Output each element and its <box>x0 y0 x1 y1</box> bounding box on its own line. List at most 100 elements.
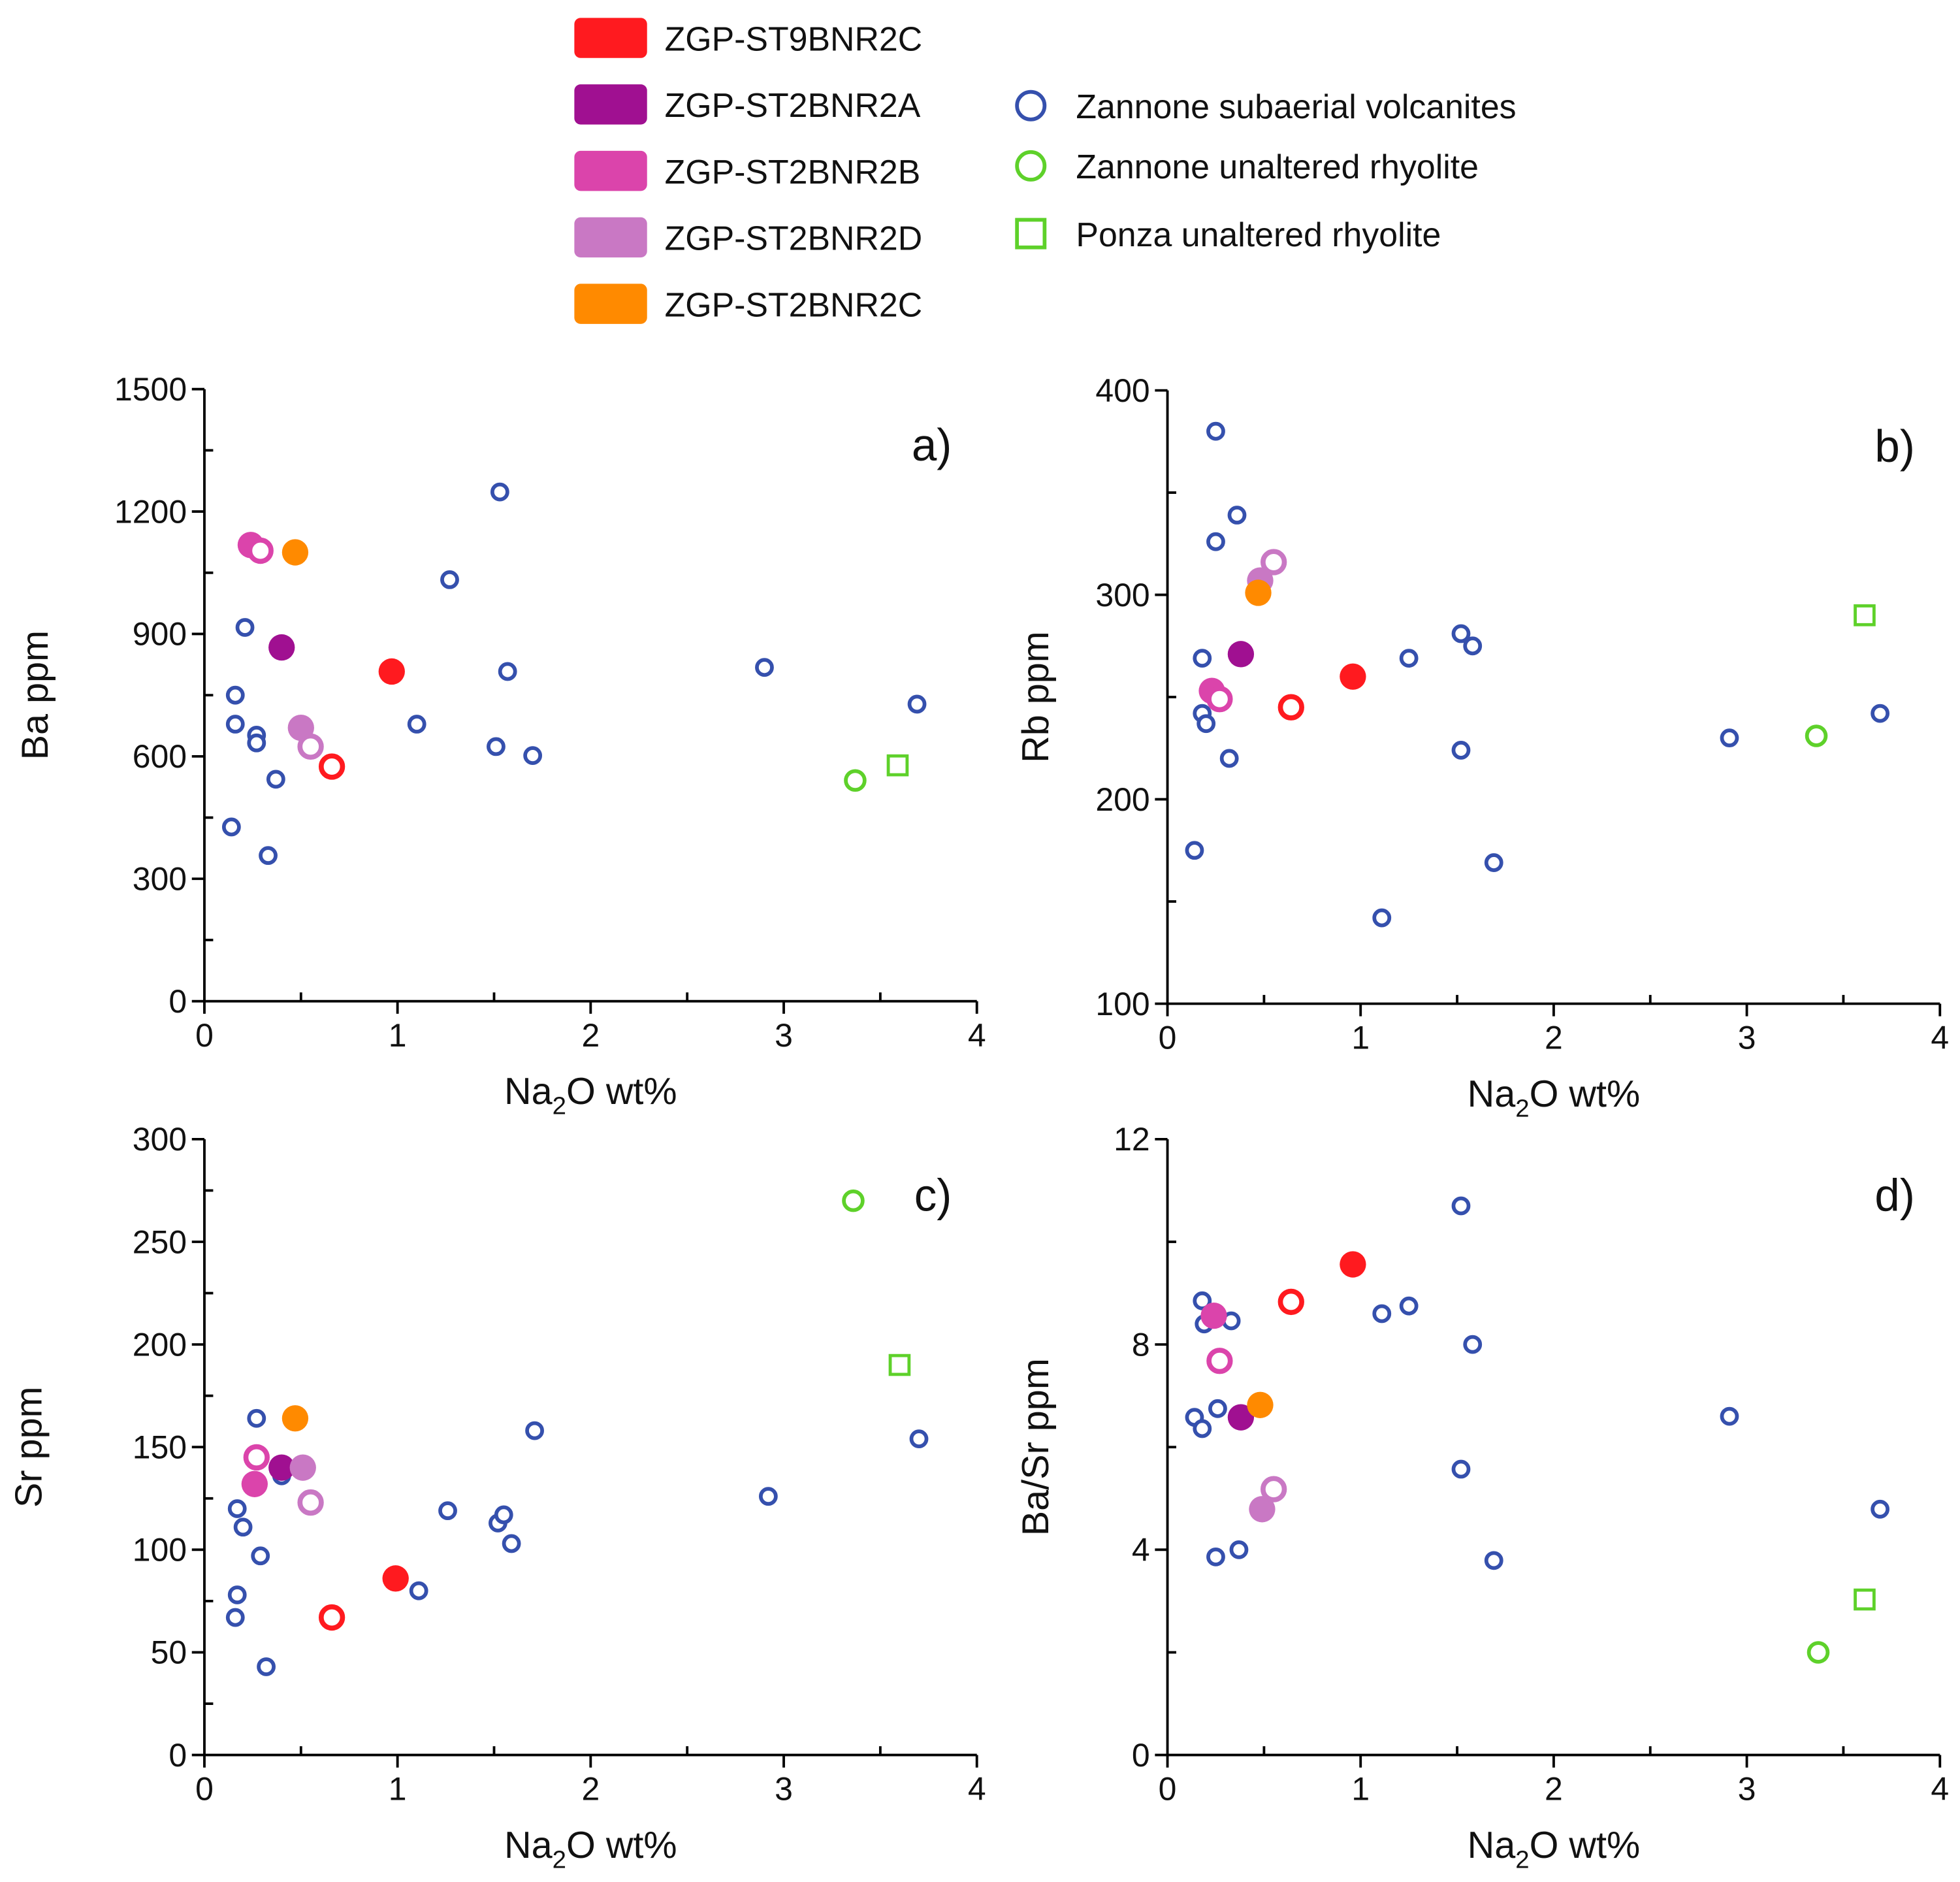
data-point <box>907 694 927 714</box>
data-point <box>247 1408 266 1428</box>
x-tick-label: 4 <box>1931 1771 1949 1808</box>
x-axis-label-part: Na <box>1468 1825 1517 1866</box>
data-point <box>1219 749 1239 768</box>
data-point <box>1193 1291 1212 1310</box>
data-point <box>1399 1296 1419 1316</box>
legend-label: ZGP-ST9BNR2C <box>665 20 923 57</box>
y-tick-label: 100 <box>1095 986 1149 1022</box>
data-point <box>1340 1251 1366 1278</box>
data-point <box>758 1487 778 1506</box>
data-point <box>1229 1540 1249 1559</box>
data-point <box>494 1505 513 1525</box>
legend-label: ZGP-ST2BNR2B <box>665 153 921 191</box>
data-point <box>1399 649 1419 668</box>
x-tick-label: 2 <box>581 1771 600 1808</box>
x-tick-label: 4 <box>1931 1020 1949 1056</box>
data-point <box>1484 853 1503 872</box>
data-point <box>1854 1588 1876 1611</box>
data-point <box>1277 694 1304 721</box>
data-point <box>378 658 405 685</box>
x-tick-label: 0 <box>1159 1020 1177 1056</box>
legend-label: Zannone subaerial volcanites <box>1076 88 1516 125</box>
legend-label: Ponza unaltered rhyolite <box>1076 216 1441 253</box>
data-point <box>281 1405 309 1432</box>
data-point <box>1249 1496 1276 1523</box>
data-point <box>235 618 255 637</box>
data-point <box>1200 1302 1227 1329</box>
data-point <box>1247 1391 1274 1418</box>
data-point <box>407 715 426 734</box>
data-point <box>1372 908 1392 928</box>
data-point <box>502 1534 521 1553</box>
data-point <box>1871 1499 1890 1519</box>
x-axis-label: Na2O wt% <box>1468 1825 1641 1874</box>
data-point <box>1484 1551 1503 1570</box>
data-point <box>1206 421 1225 441</box>
x-axis-label-subscript: 2 <box>1515 1845 1529 1874</box>
data-point <box>1206 1547 1225 1566</box>
data-point <box>1451 624 1471 643</box>
data-point <box>225 715 245 734</box>
data-point <box>382 1565 409 1592</box>
x-axis-label: Na2O wt% <box>1468 1073 1641 1122</box>
y-tick-label: 12 <box>1114 1121 1150 1158</box>
data-point <box>1227 506 1247 525</box>
data-point <box>1227 641 1255 668</box>
legend-swatch <box>574 284 647 324</box>
panel-label: c) <box>914 1169 952 1220</box>
data-point <box>1208 1399 1227 1418</box>
x-tick-label: 2 <box>581 1017 600 1054</box>
y-axis-label: Sr ppm <box>8 1386 50 1508</box>
x-axis-label-subscript: 2 <box>1515 1094 1529 1122</box>
x-tick-label: 0 <box>1159 1771 1177 1808</box>
data-point <box>268 634 295 661</box>
y-tick-label: 100 <box>133 1532 187 1568</box>
data-point <box>1227 1404 1255 1431</box>
data-point <box>241 1470 268 1497</box>
data-point <box>487 737 506 756</box>
data-point <box>297 733 324 760</box>
data-point <box>523 746 543 766</box>
legend-circle-icon <box>1015 150 1047 182</box>
x-tick-label: 0 <box>195 1017 214 1054</box>
data-point <box>318 1604 345 1631</box>
y-tick-label: 300 <box>1095 577 1149 613</box>
data-point <box>1206 1348 1233 1374</box>
legend-swatch <box>574 217 647 258</box>
data-point <box>225 1608 245 1627</box>
data-point <box>227 1585 247 1604</box>
data-point <box>1720 1406 1739 1426</box>
data-point <box>247 537 274 564</box>
data-point <box>227 1499 247 1518</box>
y-axis-label: Ba/Sr ppm <box>1015 1358 1057 1536</box>
legend-label: ZGP-ST2BNR2A <box>665 86 921 124</box>
x-axis-label-part: O wt% <box>566 1825 677 1866</box>
data-point <box>251 1546 270 1566</box>
y-tick-label: 8 <box>1132 1326 1150 1363</box>
data-point <box>257 1657 276 1676</box>
y-tick-label: 300 <box>133 1121 187 1158</box>
data-point <box>1871 704 1890 723</box>
data-point <box>909 1429 929 1449</box>
y-tick-label: 400 <box>1095 372 1149 409</box>
legend-label: Zannone unaltered rhyolite <box>1076 148 1479 186</box>
y-tick-label: 1500 <box>114 371 187 408</box>
x-tick-label: 4 <box>968 1017 986 1054</box>
x-tick-label: 1 <box>389 1771 407 1808</box>
data-point <box>1372 1304 1392 1323</box>
y-tick-label: 0 <box>169 983 187 1020</box>
data-point <box>1206 686 1233 713</box>
data-point <box>1193 649 1212 668</box>
x-tick-label: 3 <box>775 1771 793 1808</box>
data-point <box>1261 549 1287 576</box>
x-axis-label-part: Na <box>1468 1073 1517 1115</box>
data-point <box>266 770 285 789</box>
legend-square-icon <box>1015 218 1047 250</box>
data-point <box>268 1454 295 1481</box>
data-point <box>1245 579 1272 606</box>
data-point <box>886 754 909 777</box>
data-point <box>755 658 774 677</box>
x-axis-label-subscript: 2 <box>553 1092 566 1120</box>
data-point <box>1261 1476 1287 1502</box>
